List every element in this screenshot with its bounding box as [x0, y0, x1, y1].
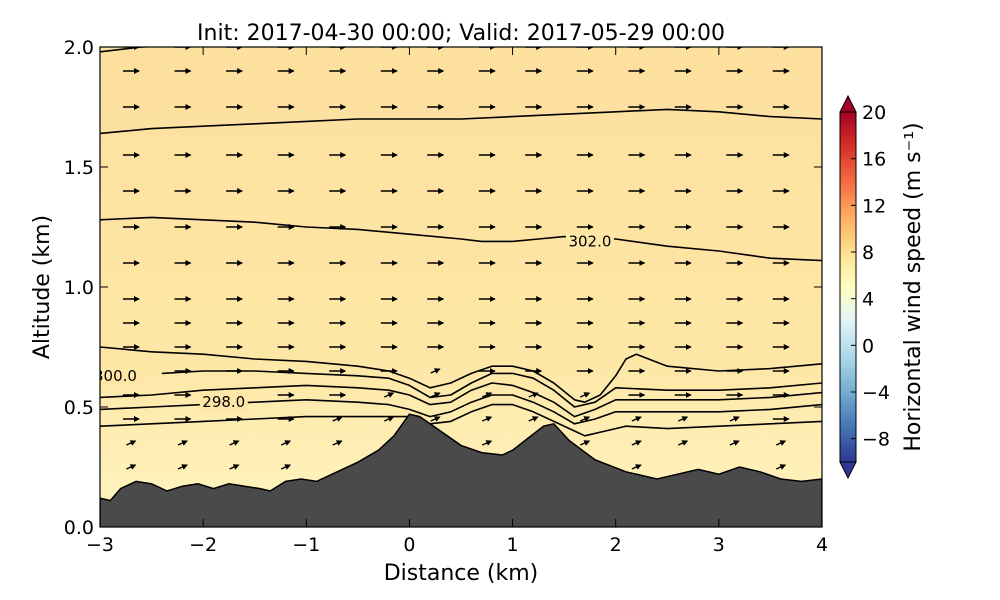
wind-vector: [177, 440, 188, 446]
y-tick-label: 2.0: [64, 37, 94, 59]
wind-vector: [482, 440, 493, 446]
wind-vector: [631, 416, 642, 422]
contour-line: [100, 394, 822, 425]
contour-line: [100, 403, 822, 437]
colorbar-tick-label: −4: [862, 382, 890, 404]
colorbar: −8 −4 0 4 8 12 16 20: [839, 94, 890, 480]
wind-vector: [482, 416, 493, 422]
chart-title: Init: 2017-04-30 00:00; Valid: 2017-05-2…: [197, 21, 725, 46]
wind-vector: [126, 440, 137, 446]
wind-vector: [775, 464, 787, 470]
colorbar-tick-label: 20: [862, 102, 886, 124]
x-axis: −3 −2 −1 0 1 2 3 4: [86, 47, 828, 556]
wind-vector: [430, 416, 441, 422]
contour-label-bg: [199, 392, 248, 411]
wind-vector: [177, 464, 188, 470]
x-tick-label: −1: [292, 534, 320, 556]
wind-vector: [482, 392, 493, 398]
x-tick-label: −2: [189, 534, 217, 556]
wind-vector: [677, 416, 689, 422]
colorbar-tick-label: 16: [862, 149, 886, 171]
x-tick-label: 4: [816, 534, 828, 556]
contour-label-bg: [100, 365, 140, 384]
wind-vector: [579, 416, 591, 422]
y-axis: 0.0 0.5 1.0 1.5 2.0: [64, 37, 822, 539]
colorbar-tick-label: 12: [862, 195, 886, 217]
wind-vector: [384, 392, 395, 398]
wind-vector: [430, 368, 441, 374]
wind-vector: [528, 416, 539, 422]
x-tick-label: 1: [507, 534, 519, 556]
wind-vector: [729, 416, 740, 422]
wind-vector: [579, 392, 591, 398]
wind-vector: [229, 464, 240, 470]
contour-label: 302.0: [568, 232, 611, 250]
colorbar-gradient: [839, 111, 857, 463]
x-tick-label: 0: [403, 534, 415, 556]
y-tick-label: 1.5: [64, 157, 94, 179]
x-tick-label: 3: [713, 534, 725, 556]
wind-vector: [384, 416, 395, 422]
colorbar-tick-label: 4: [862, 289, 874, 311]
contour-line: [161, 370, 822, 408]
plot-area: 302.0 300.0 298.0: [94, 47, 822, 527]
wind-vector: [332, 416, 343, 422]
contour-label: 298.0: [202, 393, 245, 411]
contour-label: 300.0: [94, 367, 137, 385]
y-tick-label: 1.0: [64, 277, 94, 299]
contour-line: [100, 108, 822, 135]
wind-vector: [775, 440, 787, 446]
x-tick-label: −3: [86, 534, 114, 556]
wind-vector: [332, 440, 343, 446]
colorbar-label: Horizontal wind speed (m s⁻¹): [901, 122, 926, 451]
contour-line: [100, 216, 822, 262]
terrain: [100, 413, 822, 527]
wind-vector: [126, 464, 137, 470]
colorbar-extend-min: [839, 461, 857, 480]
wind-vector: [579, 440, 591, 446]
wind-vector: [280, 440, 292, 446]
colorbar-extend-max: [839, 94, 857, 113]
colorbar-tick-label: −8: [862, 429, 890, 451]
wind-vector: [430, 392, 441, 398]
colorbar-tick-label: 8: [862, 242, 874, 264]
y-tick-label: 0.5: [64, 397, 94, 419]
wind-vector: [729, 440, 740, 446]
isentrope-contours: 302.0 300.0 298.0: [94, 47, 822, 437]
y-tick-label: 0.0: [64, 517, 94, 539]
contour-line: [100, 346, 822, 403]
contour-line: [100, 382, 822, 418]
contour-label-bg: [565, 231, 614, 250]
wind-vector: [631, 440, 642, 446]
wind-vector: [677, 440, 689, 446]
colorbar-tick-label: 0: [862, 335, 874, 357]
wind-vector: [229, 440, 240, 446]
y-axis-label: Altitude (km): [30, 215, 55, 359]
x-axis-label: Distance (km): [384, 561, 539, 586]
wind-vector: [631, 464, 642, 470]
wind-vector: [280, 464, 292, 470]
x-tick-label: 2: [610, 534, 622, 556]
